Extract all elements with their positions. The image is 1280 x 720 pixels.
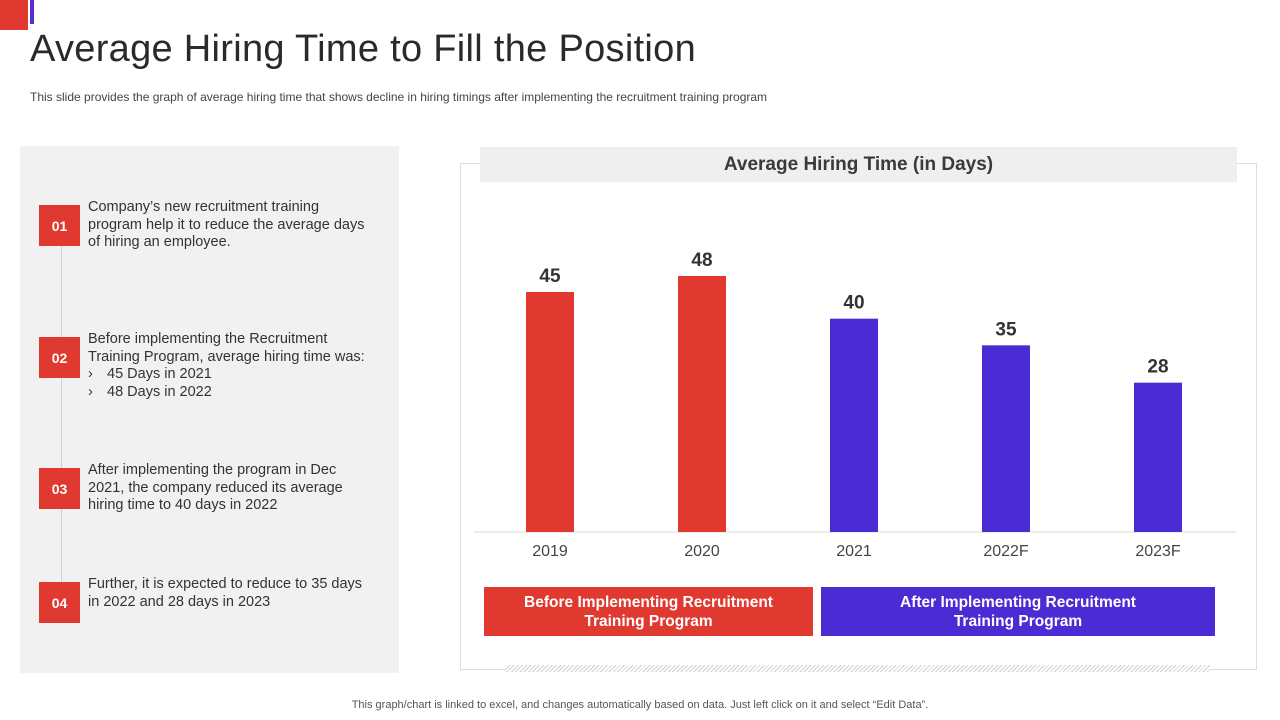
corner-accent-red (0, 0, 28, 30)
step-bullet: › 48 Days in 2022 (88, 383, 212, 400)
step-line: program help it to reduce the average da… (88, 216, 365, 233)
x-tick-label-2020: 2020 (684, 543, 720, 560)
step-line: Before implementing the Recruitment (88, 331, 328, 347)
step-line: hiring time to 40 days in 2022 (88, 497, 278, 514)
bar-2020[interactable] (678, 276, 726, 532)
x-tick-label-2023F: 2023F (1135, 543, 1181, 560)
step-text: Further, it is expected to reduce to 35 … (88, 576, 378, 611)
step-number: 02 (39, 337, 80, 378)
step-line: Further, it is expected to reduce to 35 … (88, 576, 363, 592)
legend-before-line: Training Program (584, 612, 713, 630)
data-label-2019: 45 (539, 266, 561, 287)
bar-2019[interactable] (526, 292, 574, 532)
x-tick-label-2022F: 2022F (983, 543, 1029, 560)
bar-2021[interactable] (830, 318, 878, 532)
bar-2022F[interactable] (982, 345, 1030, 532)
step-line: Training Program, average hiring time wa… (88, 348, 365, 365)
step-text: Before implementing the Recruitment Trai… (88, 331, 378, 401)
page-subtitle: This slide provides the graph of average… (30, 90, 768, 104)
page-title: Average Hiring Time to Fill the Position (30, 28, 697, 70)
bar-chart[interactable]: 45 2019 48 2020 40 2021 35 2022F 28 2023F (460, 182, 1255, 582)
legend-after: After Implementing Recruitment Training … (821, 587, 1215, 636)
step-line: of hiring an employee. (88, 234, 231, 251)
corner-accent-purple (30, 0, 34, 24)
step-number: 04 (39, 582, 80, 623)
decorative-hatch (505, 665, 1210, 672)
step-bullet: › 45 Days in 2021 (88, 366, 212, 383)
chart-title: Average Hiring Time (in Days) (480, 147, 1237, 182)
data-label-2020: 48 (691, 250, 712, 271)
timeline-connector (61, 226, 62, 606)
x-tick-label-2019: 2019 (532, 543, 568, 560)
x-tick-label-2021: 2021 (836, 543, 872, 560)
step-number: 03 (39, 468, 80, 509)
step-text: After implementing the program in Dec 20… (88, 462, 378, 515)
data-label-2021: 40 (843, 293, 864, 314)
legend-after-line: Training Program (953, 612, 1083, 630)
step-text: Company’s new recruitment training progr… (88, 199, 378, 252)
legend-before-line: Before Implementing Recruitment (524, 593, 773, 611)
step-line: 2021, the company reduced its average (88, 479, 343, 496)
data-label-2023F: 28 (1147, 357, 1168, 378)
step-line: in 2022 and 28 days in 2023 (88, 593, 271, 610)
chevron-right-icon: › (88, 383, 93, 400)
step-line: After implementing the program in Dec (88, 462, 337, 478)
data-label-2022F: 35 (995, 319, 1017, 340)
footer-note: This graph/chart is linked to excel, and… (351, 699, 929, 711)
bar-2023F[interactable] (1134, 382, 1182, 532)
chevron-right-icon: › (88, 366, 93, 383)
steps-panel (20, 146, 399, 673)
legend-before: Before Implementing Recruitment Training… (484, 587, 813, 636)
step-number: 01 (39, 205, 80, 246)
legend-after-line: After Implementing Recruitment (900, 593, 1136, 611)
step-line: Company’s new recruitment training (88, 199, 320, 215)
